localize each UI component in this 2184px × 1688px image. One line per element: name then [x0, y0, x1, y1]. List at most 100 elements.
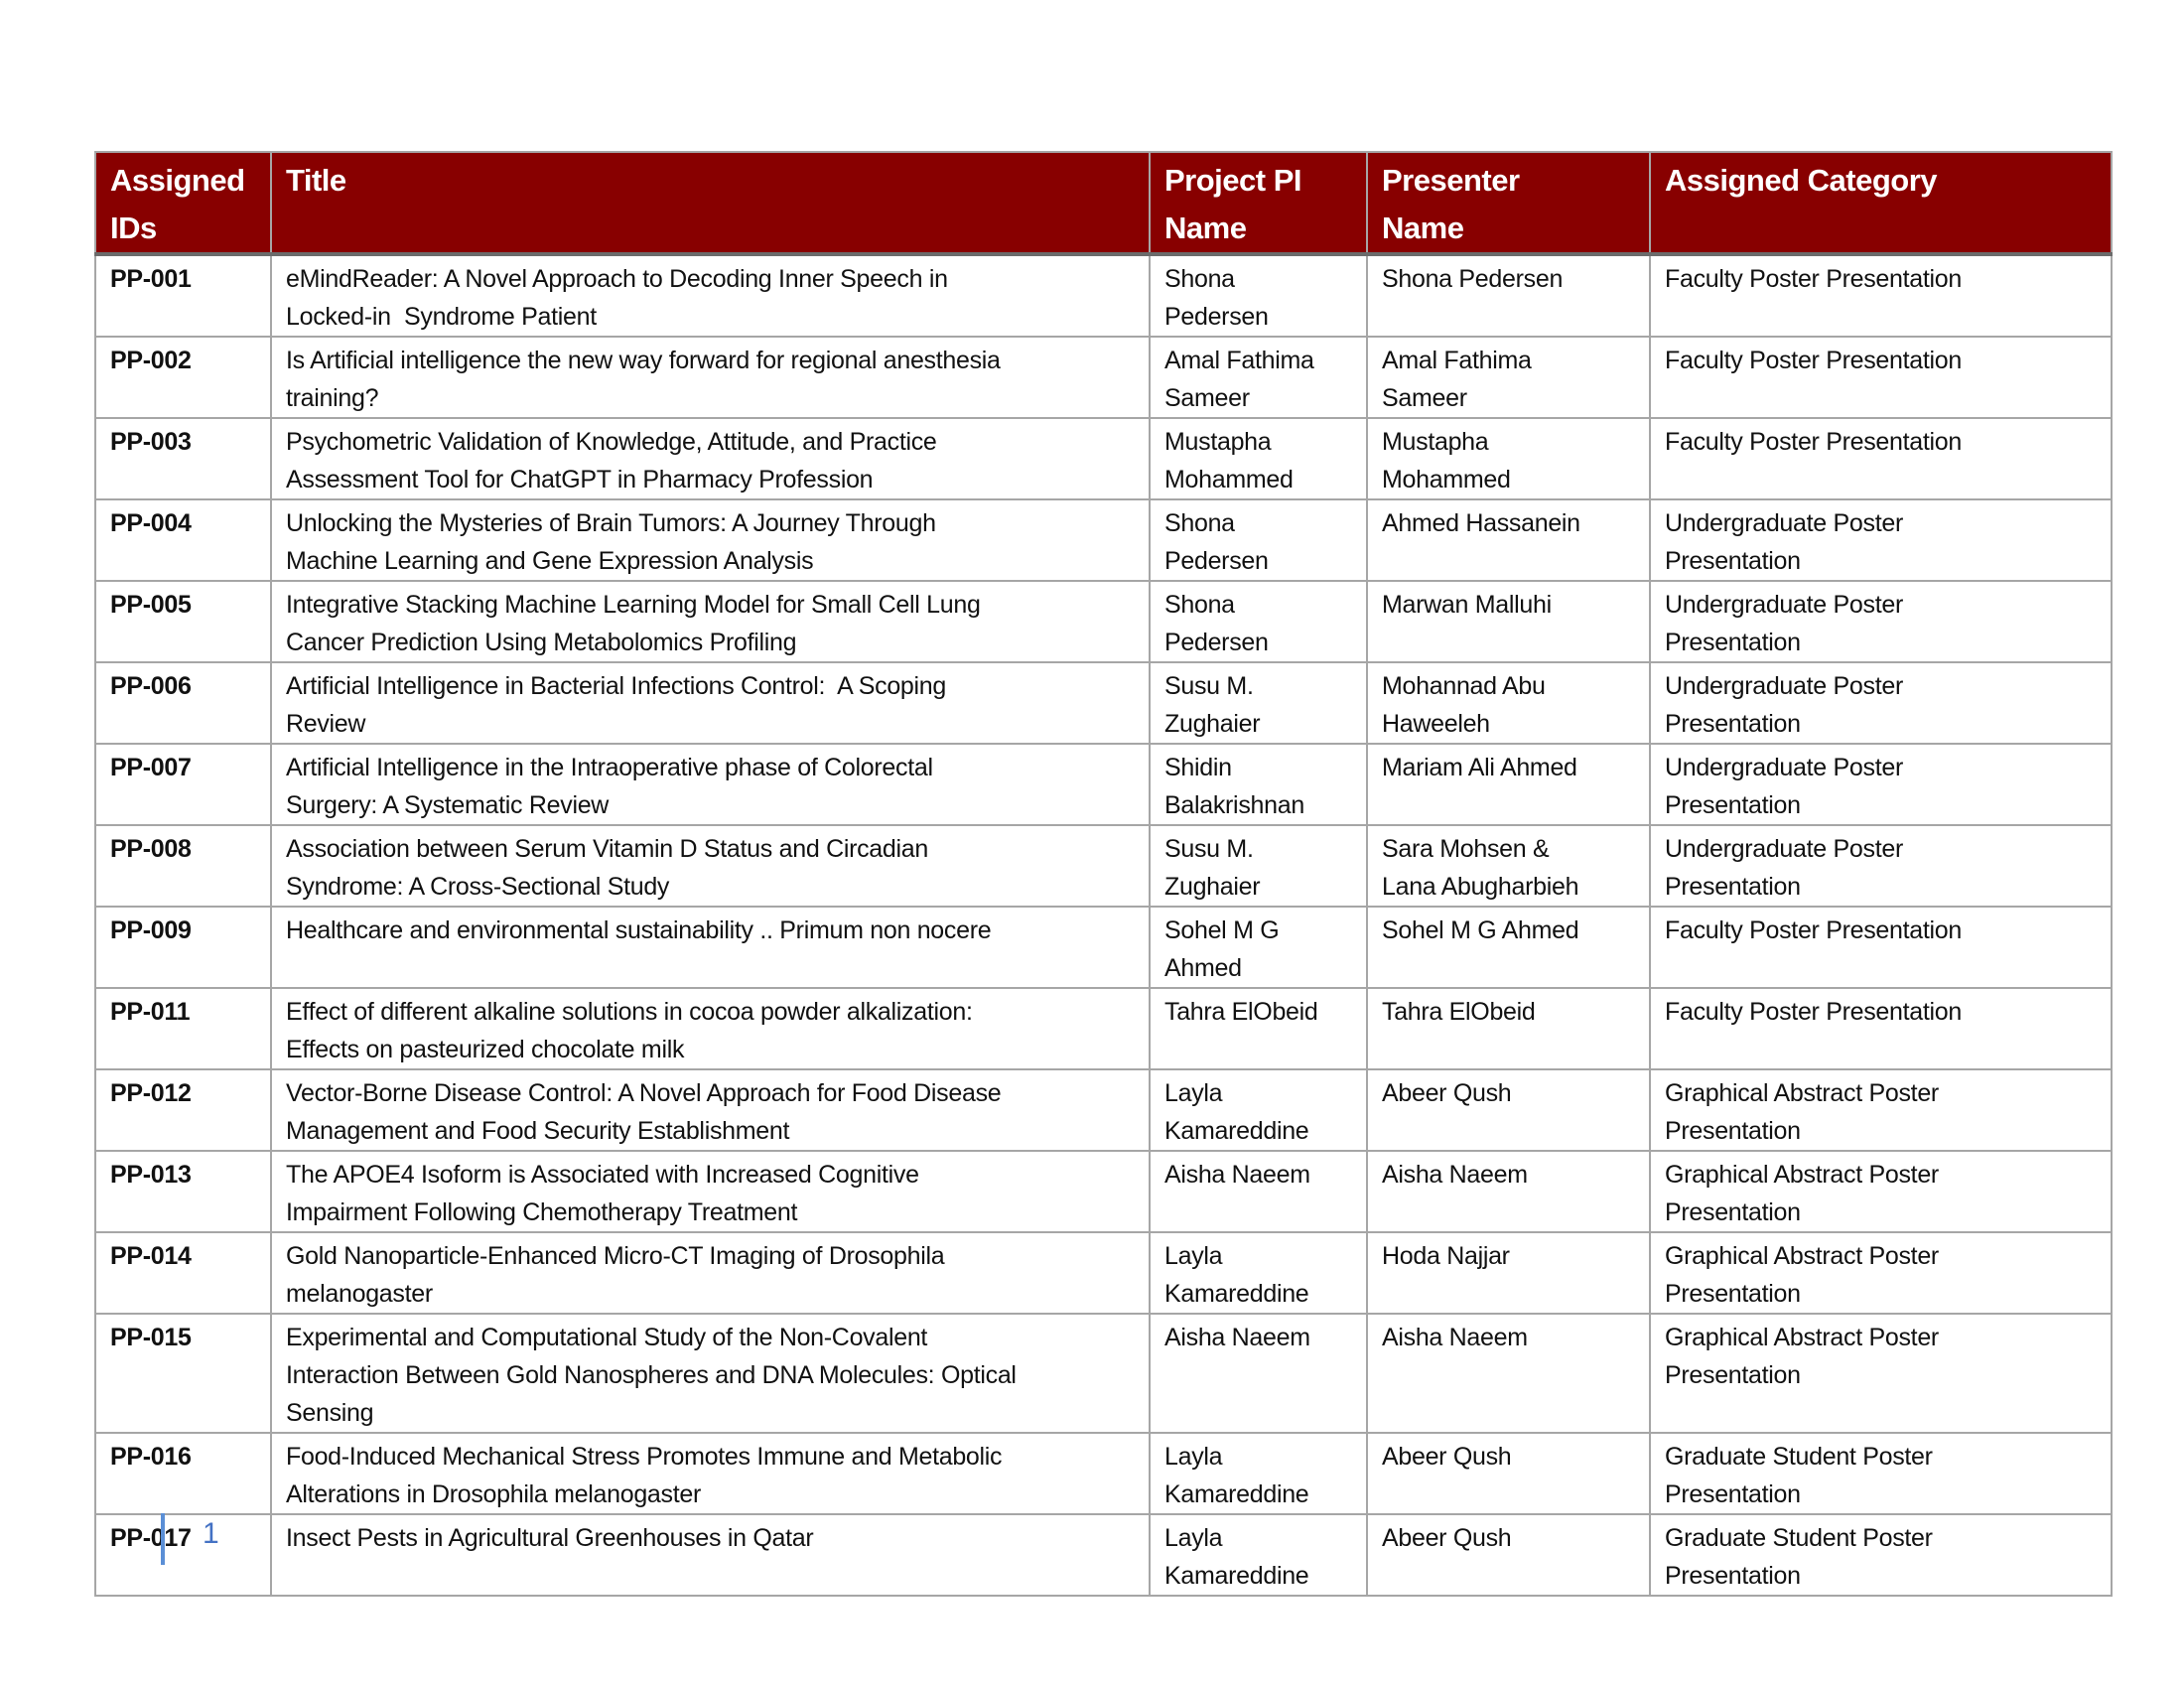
header-title: Title [270, 151, 1151, 256]
cell-category: Graduate Student Poster Presentation [1649, 1513, 2113, 1597]
cell-title: Is Artificial intelligence the new way f… [270, 336, 1151, 419]
cell-presenter: Hoda Najjar [1366, 1231, 1651, 1315]
cell-id: PP-004 [94, 498, 272, 582]
table-row: PP-009 Healthcare and environmental susta… [94, 906, 2113, 989]
header-project-pi: Project PI Name [1149, 151, 1368, 256]
cell-category: Undergraduate Poster Presentation [1649, 824, 2113, 908]
cell-project-pi: Aisha Naeem [1149, 1313, 1368, 1434]
cell-title: Integrative Stacking Machine Learning Mo… [270, 580, 1151, 663]
cell-presenter: Ahmed Hassanein [1366, 498, 1651, 582]
cell-category: Faculty Poster Presentation [1649, 987, 2113, 1070]
cell-presenter: Aisha Naeem [1366, 1313, 1651, 1434]
table-row: PP-016 Food-Induced Mechanical Stress Pro… [94, 1432, 2113, 1515]
cell-category: Undergraduate Poster Presentation [1649, 498, 2113, 582]
cell-id: PP-014 [94, 1231, 272, 1315]
cell-presenter: Shona Pedersen [1366, 253, 1651, 338]
cell-category: Undergraduate Poster Presentation [1649, 661, 2113, 745]
cell-title: Artificial Intelligence in Bacterial Inf… [270, 661, 1151, 745]
table-row: PP-002 Is Artificial intelligence the new… [94, 336, 2113, 419]
table-row: PP-015 Experimental and Computational Stu… [94, 1313, 2113, 1434]
cell-title: Association between Serum Vitamin D Stat… [270, 824, 1151, 908]
cell-title: Vector-Borne Disease Control: A Novel Ap… [270, 1068, 1151, 1152]
cell-presenter: Sohel M G Ahmed [1366, 906, 1651, 989]
cell-id: PP-005 [94, 580, 272, 663]
page-number: 1 [203, 1517, 219, 1550]
table-row: PP-004 Unlocking the Mysteries of Brain T… [94, 498, 2113, 582]
cell-presenter: Sara Mohsen & Lana Abugharbieh [1366, 824, 1651, 908]
cell-title: Gold Nanoparticle-Enhanced Micro-CT Imag… [270, 1231, 1151, 1315]
cell-presenter: Mohannad Abu Haweeleh [1366, 661, 1651, 745]
cell-id: PP-016 [94, 1432, 272, 1515]
cell-presenter: Abeer Qush [1366, 1068, 1651, 1152]
cell-project-pi: Susu M. Zughaier [1149, 661, 1368, 745]
cell-project-pi: Sohel M G Ahmed [1149, 906, 1368, 989]
cell-project-pi: Layla Kamareddine [1149, 1068, 1368, 1152]
cell-title: The APOE4 Isoform is Associated with Inc… [270, 1150, 1151, 1233]
cell-project-pi: Layla Kamareddine [1149, 1432, 1368, 1515]
table-row: PP-014 Gold Nanoparticle-Enhanced Micro-C… [94, 1231, 2113, 1315]
cell-category: Undergraduate Poster Presentation [1649, 743, 2113, 826]
cell-title: Artificial Intelligence in the Intraoper… [270, 743, 1151, 826]
cell-title: eMindReader: A Novel Approach to Decodin… [270, 253, 1151, 338]
cell-project-pi: Layla Kamareddine [1149, 1231, 1368, 1315]
table-row: PP-001 eMindReader: A Novel Approach to D… [94, 253, 2113, 338]
cell-category: Graphical Abstract Poster Presentation [1649, 1313, 2113, 1434]
table-row: PP-005 Integrative Stacking Machine Learn… [94, 580, 2113, 663]
header-presenter: Presenter Name [1366, 151, 1651, 256]
cell-id: PP-003 [94, 417, 272, 500]
cell-presenter: Abeer Qush [1366, 1513, 1651, 1597]
table-row: PP-012 Vector-Borne Disease Control: A No… [94, 1068, 2113, 1152]
cell-presenter: Mariam Ali Ahmed [1366, 743, 1651, 826]
cell-id: PP-006 [94, 661, 272, 745]
cell-category: Undergraduate Poster Presentation [1649, 580, 2113, 663]
table-row: PP-011 Effect of different alkaline solut… [94, 987, 2113, 1070]
table-row: PP-003 Psychometric Validation of Knowled… [94, 417, 2113, 500]
cell-presenter: Tahra ElObeid [1366, 987, 1651, 1070]
cell-presenter: Marwan Malluhi [1366, 580, 1651, 663]
cell-project-pi: Amal Fathima Sameer [1149, 336, 1368, 419]
cell-category: Graphical Abstract Poster Presentation [1649, 1150, 2113, 1233]
cell-title: Psychometric Validation of Knowledge, At… [270, 417, 1151, 500]
table-row: PP-006 Artificial Intelligence in Bacteri… [94, 661, 2113, 745]
table-row: PP-013 The APOE4 Isoform is Associated wi… [94, 1150, 2113, 1233]
cell-id: PP-001 [94, 253, 272, 338]
header-category: Assigned Category [1649, 151, 2113, 256]
cell-project-pi: Shidin Balakrishnan [1149, 743, 1368, 826]
cell-project-pi: Layla Kamareddine [1149, 1513, 1368, 1597]
page-number-marker: 1 [161, 1513, 219, 1565]
cell-id: PP-017 [94, 1513, 272, 1597]
cell-project-pi: Mustapha Mohammed [1149, 417, 1368, 500]
cell-category: Graphical Abstract Poster Presentation [1649, 1068, 2113, 1152]
cell-title: Food-Induced Mechanical Stress Promotes … [270, 1432, 1151, 1515]
cell-id: PP-007 [94, 743, 272, 826]
cell-presenter: Abeer Qush [1366, 1432, 1651, 1515]
table-row: PP-008 Association between Serum Vitamin … [94, 824, 2113, 908]
cell-category: Faculty Poster Presentation [1649, 253, 2113, 338]
cell-id: PP-011 [94, 987, 272, 1070]
cell-title: Experimental and Computational Study of … [270, 1313, 1151, 1434]
cell-project-pi: Shona Pedersen [1149, 498, 1368, 582]
cell-project-pi: Shona Pedersen [1149, 253, 1368, 338]
table-row: PP-007 Artificial Intelligence in the Int… [94, 743, 2113, 826]
cell-presenter: Amal Fathima Sameer [1366, 336, 1651, 419]
cell-category: Graphical Abstract Poster Presentation [1649, 1231, 2113, 1315]
cell-presenter: Mustapha Mohammed [1366, 417, 1651, 500]
cell-category: Faculty Poster Presentation [1649, 336, 2113, 419]
cell-title: Effect of different alkaline solutions i… [270, 987, 1151, 1070]
cell-category: Faculty Poster Presentation [1649, 417, 2113, 500]
cell-id: PP-009 [94, 906, 272, 989]
cell-category: Graduate Student Poster Presentation [1649, 1432, 2113, 1515]
cell-id: PP-015 [94, 1313, 272, 1434]
cell-id: PP-002 [94, 336, 272, 419]
poster-assignments-table: Assigned IDs Title Project PI Name Prese… [94, 151, 2113, 1597]
cell-id: PP-012 [94, 1068, 272, 1152]
cell-id: PP-013 [94, 1150, 272, 1233]
header-assigned-ids: Assigned IDs [94, 151, 272, 256]
cell-title: Unlocking the Mysteries of Brain Tumors:… [270, 498, 1151, 582]
header-row: Assigned IDs Title Project PI Name Prese… [94, 151, 2113, 256]
cell-category: Faculty Poster Presentation [1649, 906, 2113, 989]
cell-project-pi: Shona Pedersen [1149, 580, 1368, 663]
table-row: PP-017 Insect Pests in Agricultural Green… [94, 1513, 2113, 1597]
cell-title: Healthcare and environmental sustainabil… [270, 906, 1151, 989]
cell-title: Insect Pests in Agricultural Greenhouses… [270, 1513, 1151, 1597]
